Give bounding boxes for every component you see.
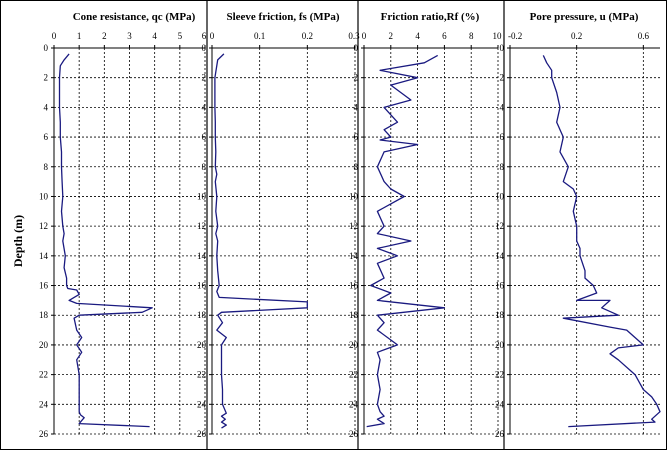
y-tick-label: 0 — [354, 43, 359, 53]
x-tick-label: 0 — [52, 31, 57, 41]
x-tick-label: 0 — [362, 31, 367, 41]
panel-title: Friction ratio,Rf (%) — [381, 11, 480, 23]
x-tick-label: 2 — [102, 31, 107, 41]
y-tick-label: 2 — [44, 73, 49, 83]
y-tick-label: 24 — [197, 399, 207, 409]
y-tick-label: 10 — [197, 191, 207, 201]
y-tick-label: 8 — [500, 162, 505, 172]
y-tick-label: 4 — [202, 102, 207, 112]
panel-4: Pore pressure, u (MPa)-0.2 0.2 0.602468101… — [495, 11, 661, 439]
x-tick-label: 0.2 — [302, 31, 313, 41]
y-tick-label: 2 — [354, 73, 359, 83]
y-tick-label: 10 — [349, 191, 359, 201]
y-tick-label: 26 — [197, 429, 207, 439]
series-line — [542, 55, 661, 428]
y-tick-label: 12 — [197, 221, 206, 231]
x-tick-label: -0.2 — [508, 31, 522, 41]
y-tick-label: 6 — [354, 132, 359, 142]
y-tick-label: 18 — [197, 310, 207, 320]
y-tick-label: 8 — [202, 162, 207, 172]
y-tick-label: 26 — [495, 429, 505, 439]
y-tick-label: 16 — [495, 281, 505, 291]
y-tick-label: 4 — [354, 102, 359, 112]
y-tick-label: 18 — [39, 310, 49, 320]
y-tick-label: 20 — [349, 340, 359, 350]
panel-3: Friction ratio,Rf (%)0 2 4 6 8 10024681012141… — [349, 11, 502, 439]
y-axis-label: Depth (m) — [11, 215, 25, 267]
x-tick-label: 8 — [469, 31, 474, 41]
x-tick-label: 0.1 — [254, 31, 265, 41]
y-tick-label: 24 — [39, 399, 49, 409]
y-tick-label: 24 — [349, 399, 359, 409]
y-tick-label: 8 — [354, 162, 359, 172]
x-tick-label: 6 — [442, 31, 447, 41]
panel-2: Sleeve friction, fs (MPa)0 0.1 0.2 0.302468… — [197, 11, 360, 439]
y-tick-label: 22 — [495, 370, 504, 380]
x-tick-label: 0.2 — [571, 31, 582, 41]
x-tick-label: 1 — [77, 31, 82, 41]
y-tick-label: 16 — [197, 281, 207, 291]
y-tick-label: 20 — [197, 340, 207, 350]
y-tick-label: 18 — [495, 310, 505, 320]
series-line — [58, 53, 153, 428]
axis-lines — [211, 47, 355, 434]
panel-title: Cone resistance, qc (MPa) — [73, 11, 196, 23]
y-tick-label: 14 — [39, 251, 49, 261]
y-tick-label: 4 — [44, 102, 49, 112]
x-tick-label: 2 — [389, 31, 394, 41]
y-tick-label: 4 — [500, 102, 505, 112]
y-tick-label: 20 — [39, 340, 49, 350]
y-tick-label: 8 — [44, 162, 49, 172]
y-tick-label: 16 — [349, 281, 359, 291]
y-tick-label: 10 — [39, 191, 49, 201]
y-tick-label: 12 — [349, 221, 358, 231]
y-tick-label: 12 — [495, 221, 504, 231]
x-tick-label: 6 — [202, 31, 207, 41]
y-tick-label: 22 — [349, 370, 358, 380]
y-tick-label: 0 — [500, 43, 505, 53]
y-tick-label: 14 — [349, 251, 359, 261]
series-line — [366, 54, 446, 428]
panel-title: Sleeve friction, fs (MPa) — [226, 11, 339, 23]
y-tick-label: 20 — [495, 340, 505, 350]
y-tick-label: 26 — [39, 429, 49, 439]
x-tick-label: 0 — [210, 31, 215, 41]
y-tick-label: 6 — [500, 132, 505, 142]
x-tick-label: 5 — [178, 31, 183, 41]
x-tick-label: 4 — [415, 31, 420, 41]
axis-lines — [363, 47, 498, 434]
y-tick-label: 12 — [39, 221, 48, 231]
y-tick-label: 6 — [202, 132, 207, 142]
y-tick-label: 2 — [500, 73, 505, 83]
x-tick-label: 3 — [127, 31, 132, 41]
y-tick-label: 0 — [202, 43, 207, 53]
y-tick-label: 22 — [197, 370, 206, 380]
y-tick-label: 16 — [39, 281, 49, 291]
y-tick-label: 14 — [495, 251, 505, 261]
y-tick-label: 2 — [202, 73, 207, 83]
panel-title: Pore pressure, u (MPa) — [530, 11, 639, 23]
y-tick-label: 0 — [44, 43, 49, 53]
x-tick-label: 4 — [152, 31, 157, 41]
y-tick-label: 24 — [495, 399, 505, 409]
panel-1: Cone resistance, qc (MPa)0 1 2 3 4 5 602468101… — [39, 11, 207, 439]
y-tick-label: 6 — [44, 132, 49, 142]
y-tick-label: 26 — [349, 429, 359, 439]
series-line — [214, 53, 308, 429]
x-tick-label: 0.6 — [638, 31, 650, 41]
x-tick-label: 0.3 — [348, 31, 360, 41]
y-tick-label: 10 — [495, 191, 505, 201]
axis-lines — [509, 47, 660, 434]
y-tick-label: 22 — [39, 370, 48, 380]
x-tick-label: 10 — [493, 31, 503, 41]
y-tick-label: 14 — [197, 251, 207, 261]
y-tick-label: 18 — [349, 310, 359, 320]
